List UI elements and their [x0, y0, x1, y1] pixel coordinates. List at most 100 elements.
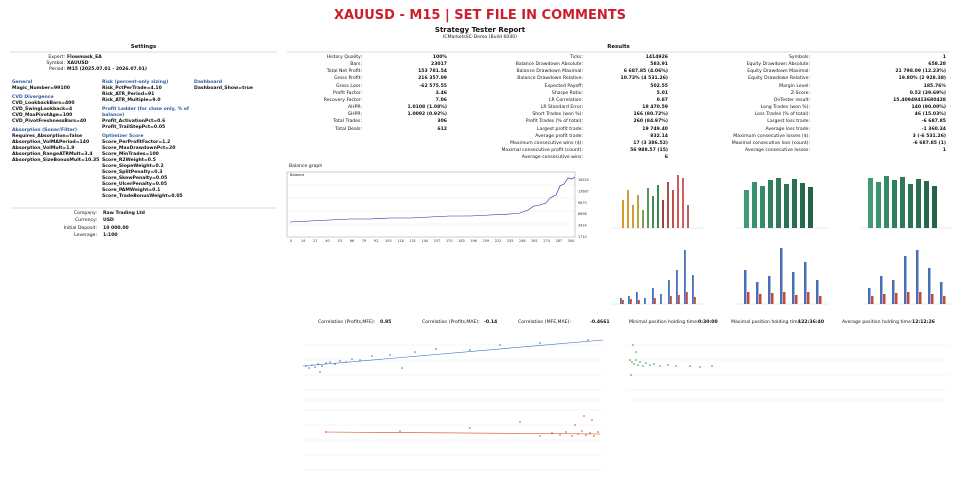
balance-x-label: 274: [543, 239, 549, 243]
holding-value: 122:36:40: [798, 320, 825, 325]
balance-y-label: 16520: [578, 178, 589, 182]
result-value: 0.87: [656, 97, 668, 103]
result-label: Recovery Factor:: [323, 97, 362, 103]
trend-line: [302, 339, 604, 367]
group-heading: General: [12, 80, 33, 85]
result-value: 0.52 (39.69%): [909, 90, 946, 96]
result-label: Symbols:: [788, 55, 810, 60]
result-value: 18 470.59: [642, 105, 668, 111]
mini-chart: [612, 250, 704, 305]
balance-x-label: 27: [313, 239, 317, 243]
result-label: Bars:: [350, 62, 362, 68]
group-heading: Risk (percent-only sizing): [102, 80, 169, 85]
result-value: 21 798.09 (12.23%): [895, 69, 946, 75]
result-label: Balance Drawdown Maximal:: [516, 69, 583, 75]
balance-x-label: 92: [374, 239, 378, 243]
group-heading: Absorption (Sonar/Filter): [12, 128, 77, 133]
setting-item: Score_TradeBonusWeight=0.05: [102, 194, 183, 199]
balance-x-label: 53: [338, 239, 342, 243]
settings-column: Dashboard Dashboard_Show=true: [194, 77, 282, 92]
results-heading: Results: [607, 44, 630, 50]
scatter-grid: [303, 344, 948, 471]
result-label: Short Trades (won %):: [532, 112, 583, 118]
result-label: Average loss trade:: [765, 126, 810, 132]
result-value: 6 687.85 (4.06%): [623, 69, 668, 75]
setting-item: CVD_PivotFreshnessBars=40: [12, 119, 87, 124]
result-label: Balance Drawdown Relative:: [517, 76, 583, 82]
setting-item: Score_PAMWeight=0.1: [102, 188, 161, 193]
scatter-points: [629, 344, 713, 376]
result-label: Maximal consecutive loss (count):: [731, 140, 810, 146]
result-label: Ticks:: [569, 55, 583, 60]
mini-chart: [737, 178, 828, 229]
correlation-label: Correlation (Profits,MFE):: [318, 320, 376, 325]
setting-item: Score_SkewPenalty=0.05: [102, 176, 168, 181]
result-value: 56 988.57 (15): [630, 147, 668, 153]
trend-line: [324, 431, 601, 435]
settings-column: General Magic_Number=99100 CVD Divergence C…: [12, 77, 100, 164]
balance-frame: [286, 171, 576, 238]
mini-chart: [862, 176, 953, 229]
result-label: Gross Profit:: [334, 76, 362, 82]
result-label: LR Standard Error:: [540, 105, 583, 111]
result-value: 1.0092 (0.92%): [407, 112, 447, 118]
result-value: 10.73% (4 531.26): [620, 76, 668, 82]
server-name: ICMarketsSC-Demo (Build 6040): [443, 35, 517, 40]
result-label: Largest profit trade:: [536, 126, 583, 132]
setting-item: Magic_Number=99100: [12, 86, 70, 91]
result-value: 185.76%: [923, 83, 946, 89]
setting-item: CVD_LookbackBars=400: [12, 101, 75, 106]
result-value: -6 687.85: [921, 119, 946, 125]
setting-label: Expert:: [48, 55, 65, 60]
result-label: Sharpe Ratio:: [551, 90, 583, 96]
result-label: Z-Score:: [790, 90, 810, 96]
result-value: 216 357.09: [418, 76, 447, 82]
scatter-points: [325, 415, 599, 437]
correlation-value: -0.4661: [590, 320, 610, 325]
balance-x-label: 66: [350, 239, 354, 243]
balance-x-label: 105: [385, 239, 391, 243]
result-label: History Quality:: [326, 55, 362, 60]
balance-heading: Balance graph: [289, 164, 323, 169]
result-label: Average consecutive wins:: [521, 155, 583, 161]
mini-chart: [612, 175, 704, 229]
holding-value: 12:12:26: [912, 320, 935, 325]
balance-x-label: 235: [507, 239, 513, 243]
balance-x-label: 248: [519, 239, 525, 243]
account-value: USD: [103, 218, 114, 224]
correlation-value: 0.85: [380, 320, 392, 325]
result-label: Long Trades (won %):: [760, 105, 810, 111]
balance-x-label: 14: [301, 239, 305, 243]
result-value: 166 (80.72%): [633, 112, 668, 118]
result-value: 1: [942, 147, 946, 153]
result-label: Equity Drawdown Absolute:: [746, 62, 810, 68]
result-value: 658.28: [928, 62, 946, 68]
result-value: 46 (15.03%): [914, 112, 946, 118]
account-value: Raw Trading Ltd: [103, 211, 145, 216]
balance-y-label: 3424: [578, 224, 587, 228]
balance-x-label: 118: [397, 239, 403, 243]
setting-item: Score_R2Weight=0.5: [102, 158, 156, 163]
balance-x-label: 287: [556, 239, 562, 243]
setting-label: Symbol:: [46, 61, 65, 66]
account-label: Initial Deposit:: [63, 225, 97, 231]
setting-item: Score_MinTrades=100: [102, 152, 159, 157]
result-value: 306: [437, 119, 447, 125]
result-label: Total Deals:: [335, 126, 362, 132]
result-label: Margin Level:: [779, 83, 810, 89]
result-label: Total Net Profit:: [326, 69, 362, 75]
setting-item: Risk_ATR_Period=91: [102, 92, 155, 97]
balance-x-label: 209: [483, 239, 489, 243]
result-value: 1414926: [645, 55, 668, 60]
balance-y-label: 1710: [578, 235, 587, 239]
result-label: Gross Loss:: [335, 83, 362, 89]
setting-item: Score_MaxDrawdownPct=20: [102, 146, 176, 151]
result-value: 17 (3 386.52): [633, 140, 668, 146]
balance-x-label: 183: [458, 239, 464, 243]
balance-x-label: 261: [531, 239, 537, 243]
result-value: 153 781.54: [418, 69, 447, 75]
balance-x-label: 40: [325, 239, 329, 243]
setting-item: Profit_ActivationPct=0.6: [102, 119, 166, 124]
